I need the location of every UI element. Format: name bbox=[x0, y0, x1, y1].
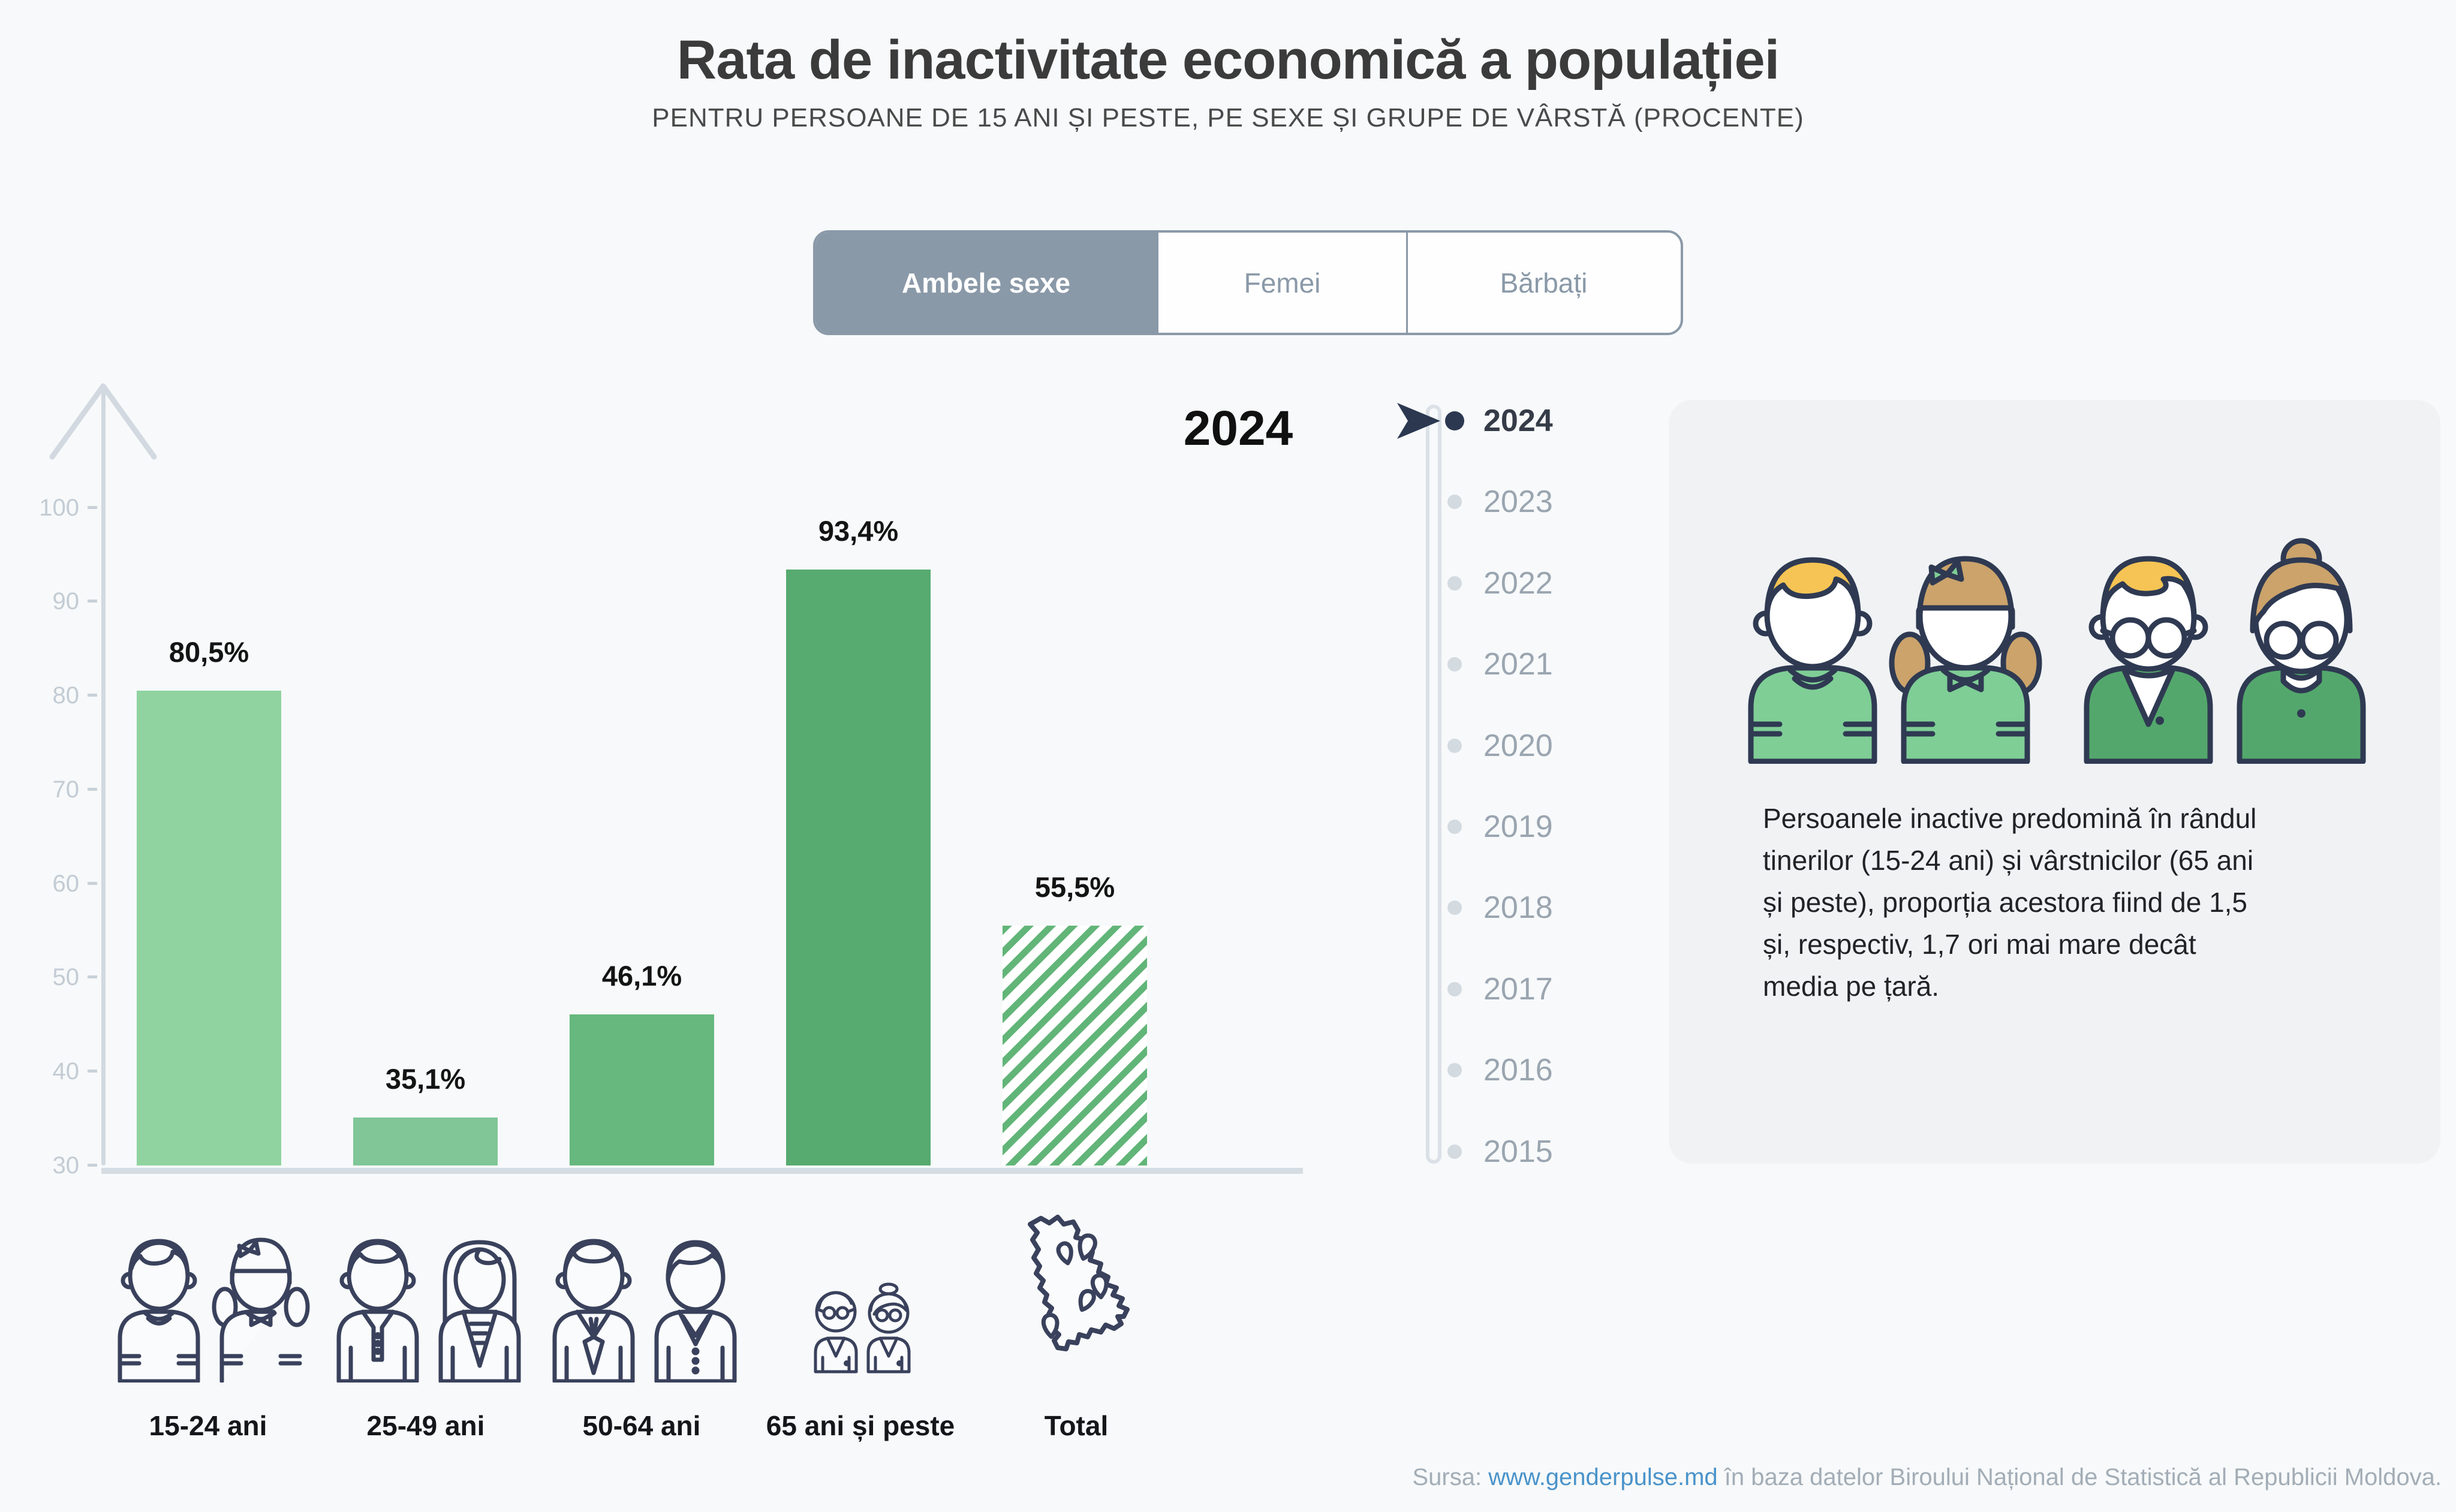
bar-50-64-ani bbox=[570, 1014, 714, 1165]
woman-avatar bbox=[2237, 538, 2366, 764]
timeline-dot-2022[interactable] bbox=[1447, 576, 1462, 591]
category-label-total: Total bbox=[1044, 1410, 1109, 1441]
moldova-map-icon bbox=[1028, 1215, 1130, 1351]
page-subtitle: PENTRU PERSOANE DE 15 ANI ȘI PESTE, PE S… bbox=[652, 103, 1804, 132]
y-tick-label-30: 30 bbox=[52, 1152, 80, 1179]
y-axis-arrow-icon bbox=[49, 383, 157, 460]
timeline-dot-2024[interactable] bbox=[1445, 411, 1464, 430]
source-suffix: în baza datelor Biroului Național de Sta… bbox=[1724, 1464, 2442, 1490]
tab-bărbați[interactable]: Bărbați bbox=[1408, 233, 1680, 333]
timeline-track[interactable] bbox=[1426, 405, 1441, 1164]
x-axis-baseline bbox=[101, 1168, 1303, 1174]
timeline-year-2016[interactable]: 2016 bbox=[1483, 1053, 1553, 1088]
timeline-year-2015[interactable]: 2015 bbox=[1483, 1134, 1553, 1169]
y-tick-label-90: 90 bbox=[52, 588, 80, 615]
man-avatar bbox=[2084, 556, 2213, 764]
tab-ambele-sexe[interactable]: Ambele sexe bbox=[815, 233, 1158, 333]
y-tick-mark-90 bbox=[88, 600, 97, 603]
insight-text: Persoanele inactive predomină în rândul … bbox=[1763, 803, 2257, 1002]
bar-65-ani-și-peste bbox=[786, 570, 931, 1165]
bar-25-49-ani bbox=[353, 1118, 498, 1165]
sex-filter-tabs: Ambele sexe Femei Bărbați bbox=[813, 230, 1683, 335]
timeline-dot-2017[interactable] bbox=[1447, 981, 1462, 996]
timeline-year-2020[interactable]: 2020 bbox=[1483, 728, 1553, 763]
age-group-50-64-icon bbox=[552, 1239, 737, 1383]
timeline-year-2018[interactable]: 2018 bbox=[1483, 890, 1553, 926]
category-label-50-64: 50-64 ani bbox=[582, 1410, 701, 1441]
y-tick-label-70: 70 bbox=[52, 776, 80, 803]
y-tick-mark-30 bbox=[88, 1164, 97, 1167]
info-card bbox=[1669, 400, 2440, 1164]
tab-femei[interactable]: Femei bbox=[1158, 233, 1408, 333]
bar-total bbox=[1003, 926, 1147, 1165]
y-tick-mark-100 bbox=[88, 505, 97, 509]
bar-value-label-1: 35,1% bbox=[385, 1063, 466, 1095]
y-tick-mark-60 bbox=[88, 881, 97, 885]
timeline-year-2024[interactable]: 2024 bbox=[1483, 403, 1553, 438]
timeline-dot-2019[interactable] bbox=[1447, 820, 1462, 834]
timeline-dot-2018[interactable] bbox=[1447, 900, 1462, 915]
timeline-dot-2020[interactable] bbox=[1447, 738, 1462, 753]
bar-value-label-2: 46,1% bbox=[601, 960, 682, 992]
source-prefix: Sursa: bbox=[1412, 1464, 1482, 1490]
bar-15-24-ani bbox=[137, 691, 281, 1165]
timeline-cursor-icon[interactable] bbox=[1397, 400, 1444, 441]
y-tick-label-60: 60 bbox=[52, 870, 80, 897]
source-link[interactable]: www.genderpulse.md bbox=[1488, 1464, 1718, 1490]
timeline-year-2021[interactable]: 2021 bbox=[1483, 647, 1553, 682]
age-group-15-24-icon bbox=[118, 1237, 310, 1383]
timeline-dot-2021[interactable] bbox=[1447, 657, 1462, 672]
bar-value-label-0: 80,5% bbox=[168, 636, 249, 668]
y-tick-mark-40 bbox=[88, 1070, 97, 1073]
bar-value-label-4: 55,5% bbox=[1034, 871, 1115, 903]
page-title: Rata de inactivitate economică a populaț… bbox=[676, 29, 1780, 91]
category-label-65-plus: 65 ani și peste bbox=[766, 1410, 955, 1441]
y-tick-label-40: 40 bbox=[52, 1058, 80, 1085]
timeline-dot-2023[interactable] bbox=[1447, 495, 1462, 510]
age-group-65-plus-icon bbox=[814, 1282, 911, 1374]
boy-avatar bbox=[1748, 557, 1877, 764]
bar-value-label-3: 93,4% bbox=[818, 515, 899, 547]
timeline-year-2019[interactable]: 2019 bbox=[1483, 809, 1553, 844]
timeline-year-2022[interactable]: 2022 bbox=[1483, 565, 1553, 601]
source-line: Sursa: www.genderpulse.md în baza datelo… bbox=[1413, 1464, 2442, 1491]
category-label-15-24: 15-24 ani bbox=[149, 1410, 267, 1441]
timeline-year-2023[interactable]: 2023 bbox=[1483, 484, 1553, 520]
y-tick-label-50: 50 bbox=[52, 964, 80, 991]
selected-year-label: 2024 bbox=[1183, 401, 1293, 456]
y-tick-label-100: 100 bbox=[39, 494, 79, 521]
category-label-25-49: 25-49 ani bbox=[366, 1410, 485, 1441]
y-tick-mark-70 bbox=[88, 787, 97, 791]
age-group-25-49-icon bbox=[336, 1239, 521, 1383]
y-tick-label-80: 80 bbox=[52, 682, 80, 709]
timeline-year-2017[interactable]: 2017 bbox=[1483, 971, 1553, 1007]
population-avatars-illustration bbox=[1748, 538, 2366, 764]
timeline-dot-2015[interactable] bbox=[1447, 1144, 1462, 1159]
y-tick-mark-50 bbox=[88, 975, 97, 979]
y-tick-mark-80 bbox=[88, 694, 97, 697]
y-axis bbox=[101, 391, 106, 1165]
girl-avatar bbox=[1889, 556, 2042, 764]
timeline-dot-2016[interactable] bbox=[1447, 1063, 1462, 1078]
